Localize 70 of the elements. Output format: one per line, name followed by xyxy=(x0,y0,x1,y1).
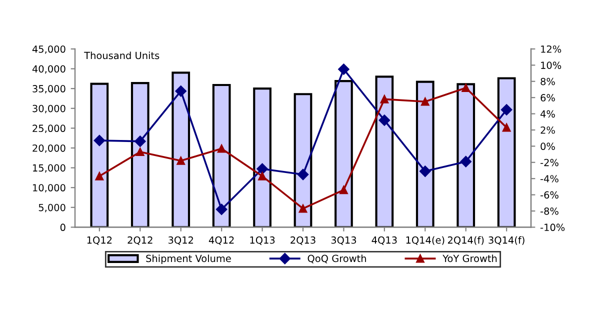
x-tick-label: 2Q13 xyxy=(290,236,316,245)
y-tick-label: 15,000 xyxy=(33,164,66,173)
point xyxy=(216,204,228,215)
point xyxy=(176,156,186,165)
x-tick-label: 3Q14(f) xyxy=(488,236,524,245)
point xyxy=(94,134,106,146)
y2-tick-label: 10% xyxy=(541,62,562,69)
point xyxy=(462,84,470,92)
bar xyxy=(212,84,231,228)
y-tick-label: 20,000 xyxy=(32,144,66,153)
y-tick-label: 0 xyxy=(60,224,66,232)
y2-tick-label: 8% xyxy=(540,78,555,86)
point xyxy=(175,85,186,97)
legend-label: Shipment Volume xyxy=(146,254,231,264)
point xyxy=(298,204,308,213)
point xyxy=(338,64,350,75)
point xyxy=(134,136,146,147)
legend-label: QoQ Growth xyxy=(308,254,366,264)
legend-label: YoY Growth xyxy=(442,254,497,262)
y2-tick-label: 4% xyxy=(540,110,555,118)
bar xyxy=(172,72,190,228)
y-tick-label: 10,000 xyxy=(33,184,66,192)
bar xyxy=(334,80,353,228)
bar xyxy=(375,76,394,228)
y2-tick-label: -2% xyxy=(540,158,558,166)
point xyxy=(136,148,144,156)
x-tick-label: 1Q14(e) xyxy=(406,236,444,245)
x-tick-label: 4Q13 xyxy=(372,236,397,245)
point xyxy=(340,186,348,194)
y2-tick-label: 2% xyxy=(540,126,555,134)
point xyxy=(95,172,104,180)
bar xyxy=(456,83,476,228)
y2-tick-label: -4% xyxy=(540,175,558,182)
point xyxy=(217,144,226,153)
point xyxy=(420,97,430,106)
bar xyxy=(416,80,434,228)
y-tick-label: 5,000 xyxy=(38,204,66,212)
y2-tick-label: 6% xyxy=(540,94,555,102)
point xyxy=(420,166,431,177)
x-tick-label: 2Q14(f) xyxy=(448,236,484,245)
y2-tick-label: 12% xyxy=(541,45,562,53)
bar xyxy=(130,82,150,228)
y-tick-label: 30,000 xyxy=(32,104,66,114)
x-tick-label: 2Q12 xyxy=(128,236,152,245)
annotation: Thousand Units xyxy=(84,52,160,60)
point xyxy=(258,172,266,180)
point xyxy=(502,123,511,132)
point xyxy=(460,156,472,168)
y2-tick-label: -8% xyxy=(540,207,558,215)
x-tick-label: 1Q12 xyxy=(87,236,112,245)
x-tick-label: 3Q13 xyxy=(331,236,356,245)
bar xyxy=(497,77,516,228)
point xyxy=(256,163,268,174)
x-tick-label: 1Q13 xyxy=(250,236,275,245)
y-tick-label: 40,000 xyxy=(32,65,66,74)
point xyxy=(380,95,389,104)
y2-tick-label: 0% xyxy=(540,142,555,150)
x-tick-label: 3Q12 xyxy=(168,236,193,245)
y-tick-label: 25,000 xyxy=(32,124,66,133)
x-tick-label: 4Q12 xyxy=(208,236,234,245)
point xyxy=(378,114,390,126)
point xyxy=(297,168,309,180)
y2-tick-label: -6% xyxy=(540,191,558,199)
bar xyxy=(253,88,272,228)
y2-tick-label: -10% xyxy=(540,224,565,232)
y-tick-label: 45,000 xyxy=(32,45,66,54)
bar xyxy=(294,93,312,228)
point xyxy=(500,104,512,116)
y-tick-label: 35,000 xyxy=(32,85,66,94)
bar xyxy=(90,82,109,228)
